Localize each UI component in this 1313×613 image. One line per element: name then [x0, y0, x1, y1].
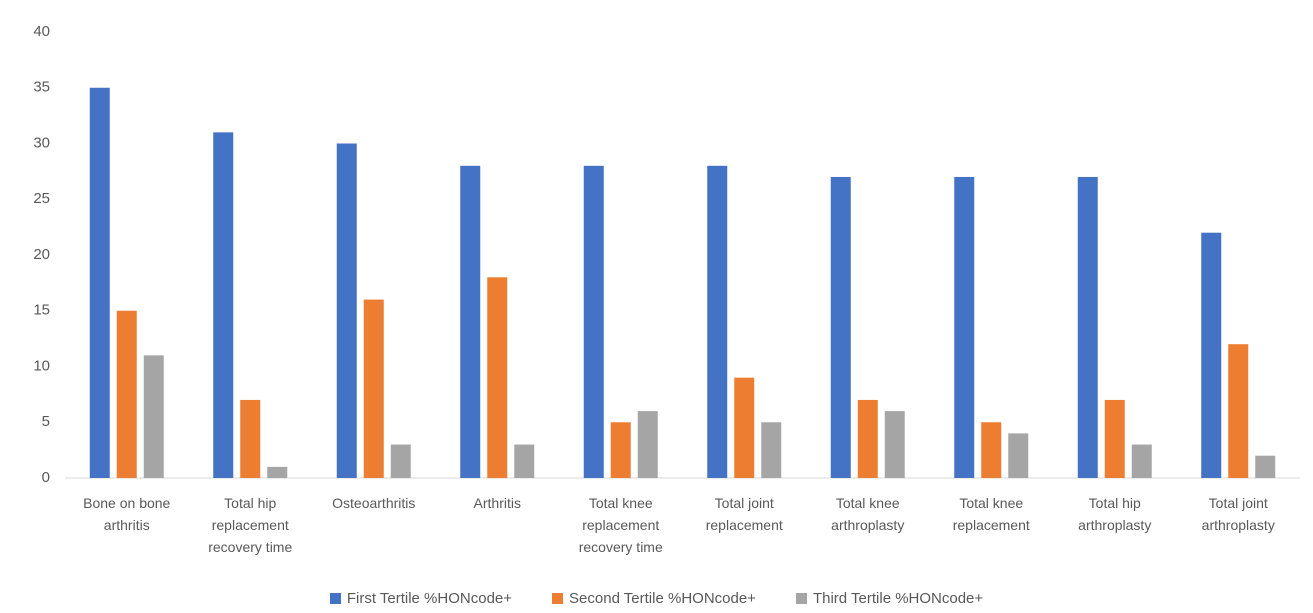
y-tick-label: 5 — [42, 413, 50, 430]
bar — [460, 165, 481, 479]
y-tick-label: 10 — [33, 357, 50, 374]
bar — [1104, 399, 1125, 478]
bar — [116, 310, 137, 478]
bar — [487, 277, 508, 478]
y-tick-label: 30 — [33, 134, 50, 151]
y-tick-label: 15 — [33, 302, 50, 319]
bar — [89, 87, 110, 478]
bar — [734, 377, 755, 478]
bar — [637, 411, 658, 478]
legend-item: First Tertile %HONcode+ — [329, 590, 513, 607]
bar — [514, 444, 535, 478]
legend-label: Third Tertile %HONcode+ — [812, 590, 984, 607]
legend-label: Second Tertile %HONcode+ — [569, 590, 756, 607]
x-tick-label: Total knee replacement recovery time — [578, 495, 663, 555]
x-tick-label: Bone on bone arthritis — [83, 495, 171, 533]
bar — [884, 411, 905, 478]
x-tick-label: Total joint arthroplasty — [1201, 495, 1275, 533]
bar — [336, 143, 357, 478]
bar — [1077, 176, 1098, 478]
bar — [954, 176, 975, 478]
x-tick-label: Total knee replacement — [952, 495, 1030, 533]
bar — [583, 165, 604, 479]
legend: First Tertile %HONcode+ Second Tertile %H… — [0, 590, 1313, 607]
bar — [143, 355, 164, 478]
x-tick-label: Osteoarthritis — [332, 495, 416, 511]
y-tick-label: 25 — [33, 190, 50, 207]
bar — [390, 444, 411, 478]
bar — [1201, 232, 1222, 478]
legend-item: Third Tertile %HONcode+ — [795, 590, 984, 607]
legend-swatch — [795, 593, 807, 604]
bar — [707, 165, 728, 479]
legend-item: Second Tertile %HONcode+ — [552, 590, 756, 607]
bar — [981, 422, 1002, 478]
y-tick-label: 40 — [33, 23, 50, 40]
bar — [857, 399, 878, 478]
bar — [1008, 433, 1029, 478]
bar — [1228, 344, 1249, 478]
x-tick-label: Total hip replacement recovery time — [208, 495, 293, 555]
y-tick-label: 20 — [33, 246, 50, 263]
bar — [240, 399, 261, 478]
bar — [363, 299, 384, 478]
bar — [1131, 444, 1152, 478]
legend-swatch — [552, 593, 564, 604]
bar — [267, 466, 288, 478]
y-tick-label: 35 — [33, 79, 50, 96]
bar — [213, 132, 234, 478]
legend-label: First Tertile %HONcode+ — [346, 590, 513, 607]
x-tick-label: Total knee arthroplasty — [831, 495, 905, 533]
legend-swatch — [329, 593, 341, 604]
x-tick-label: Total joint replacement — [705, 495, 783, 533]
bar — [761, 422, 782, 478]
bar — [1255, 455, 1276, 478]
x-tick-label: Arthritis — [473, 495, 521, 511]
x-tick-label: Total hip arthroplasty — [1078, 495, 1152, 533]
bar — [610, 422, 631, 478]
y-tick-label: 0 — [42, 469, 50, 486]
bar — [830, 176, 851, 478]
